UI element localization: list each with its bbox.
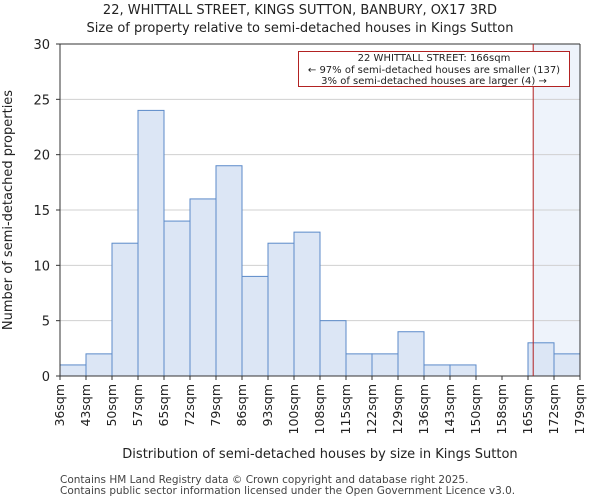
histogram-bar xyxy=(111,242,139,377)
chart-title-line-2: Size of property relative to semi-detach… xyxy=(86,21,514,36)
histogram-bar xyxy=(397,331,425,377)
footer-line-1: Contains HM Land Registry data © Crown c… xyxy=(60,474,469,486)
histogram-bar xyxy=(215,165,243,377)
x-tick-label: 65sqm xyxy=(156,384,171,427)
y-tick-label: 30 xyxy=(33,38,50,53)
x-tick-label: 36sqm xyxy=(52,384,67,427)
histogram-bar xyxy=(527,342,555,377)
x-tick-label: 93sqm xyxy=(260,384,275,427)
x-tick-label: 79sqm xyxy=(208,384,223,427)
histogram-bar xyxy=(137,109,165,377)
x-tick-label: 43sqm xyxy=(78,384,93,427)
histogram-bar xyxy=(319,320,347,377)
y-tick-label: 20 xyxy=(33,149,50,164)
histogram-bar xyxy=(423,364,451,377)
histogram-bar xyxy=(85,353,113,377)
x-tick-label: 122sqm xyxy=(364,384,379,434)
chart-title-line-1: 22, WHITTALL STREET, KINGS SUTTON, BANBU… xyxy=(102,3,498,18)
x-tick-label: 150sqm xyxy=(468,384,483,434)
annotation-line-1: 22 WHITTALL STREET: 166sqm xyxy=(357,53,511,64)
histogram-bar xyxy=(241,275,269,377)
y-tick-label: 10 xyxy=(33,259,50,274)
x-tick-label: 158sqm xyxy=(494,384,509,434)
x-tick-label: 108sqm xyxy=(312,384,327,434)
x-tick-label: 179sqm xyxy=(572,384,587,434)
footer-line-2: Contains public sector information licen… xyxy=(60,485,516,497)
histogram-bar xyxy=(267,242,295,377)
histogram-bar xyxy=(449,364,477,377)
histogram-bar xyxy=(345,353,373,377)
x-tick-label: 115sqm xyxy=(338,384,353,434)
x-tick-label: 143sqm xyxy=(442,384,457,434)
histogram-bar xyxy=(163,220,191,377)
x-axis-title: Distribution of semi-detached houses by … xyxy=(122,447,517,462)
y-tick-label: 15 xyxy=(33,204,50,219)
annotation-line-2: ← 97% of semi-detached houses are smalle… xyxy=(307,64,561,76)
histogram-bar xyxy=(293,231,321,377)
annotation-box: 22 WHITTALL STREET: 166sqm ← 97% of semi… xyxy=(298,51,570,87)
histogram-bar xyxy=(59,364,87,377)
x-tick-label: 129sqm xyxy=(390,384,405,434)
histogram-bar xyxy=(189,198,217,377)
x-tick-label: 50sqm xyxy=(104,384,119,427)
x-tick-label: 100sqm xyxy=(286,384,301,434)
y-tick-label: 5 xyxy=(42,315,50,330)
histogram-bar xyxy=(553,353,581,377)
x-tick-label: 165sqm xyxy=(520,384,535,434)
x-tick-label: 72sqm xyxy=(182,384,197,427)
histogram-bar xyxy=(371,353,399,377)
x-tick-label: 136sqm xyxy=(416,384,431,434)
annotation-line-3: 3% of semi-detached houses are larger (4… xyxy=(321,76,547,87)
x-tick-label: 86sqm xyxy=(234,384,249,427)
y-axis-title: Number of semi-detached properties xyxy=(1,90,16,330)
x-tick-label: 57sqm xyxy=(130,384,145,427)
y-tick-label: 0 xyxy=(42,370,50,385)
x-tick-label: 172sqm xyxy=(546,384,561,434)
y-tick-label: 25 xyxy=(33,93,50,108)
